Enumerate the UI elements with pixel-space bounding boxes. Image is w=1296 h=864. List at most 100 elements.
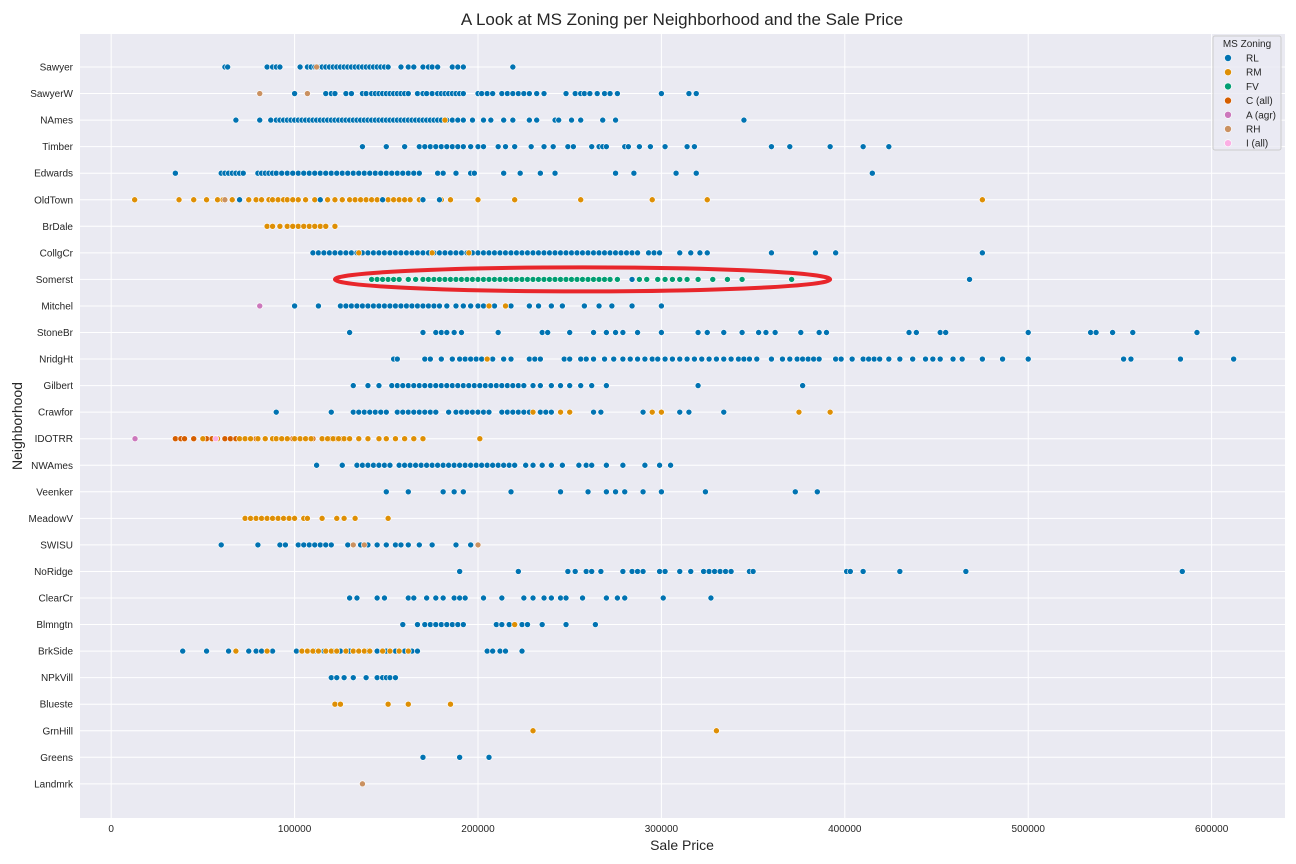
data-point	[445, 461, 452, 469]
data-point	[661, 143, 669, 150]
data-point	[405, 63, 412, 71]
data-point	[498, 382, 506, 389]
data-point	[274, 196, 282, 204]
data-point	[480, 276, 487, 283]
data-point	[487, 382, 495, 389]
data-point	[738, 329, 746, 336]
legend-marker	[1224, 96, 1232, 105]
data-point	[381, 594, 388, 602]
data-point	[432, 143, 440, 150]
data-point	[351, 196, 359, 204]
highlight-ellipse	[332, 265, 833, 294]
data-point	[364, 302, 372, 310]
data-point	[263, 647, 271, 655]
data-point	[373, 647, 381, 655]
data-point	[472, 355, 480, 363]
data-point	[438, 382, 445, 389]
data-point	[456, 594, 463, 602]
data-point	[691, 143, 698, 150]
data-point	[131, 196, 138, 204]
data-point	[337, 302, 344, 310]
data-point	[309, 647, 317, 655]
data-point	[427, 355, 434, 363]
legend-title: MS Zoning	[1223, 39, 1271, 50]
data-point	[581, 302, 588, 310]
data-point	[454, 621, 462, 628]
data-point	[359, 461, 366, 469]
data-point	[540, 249, 548, 257]
data-point	[447, 276, 454, 283]
data-point	[509, 63, 517, 71]
data-point	[318, 435, 326, 443]
data-point	[606, 249, 614, 257]
data-point	[443, 621, 451, 628]
x-tick-label: 200000	[461, 824, 495, 835]
y-tick-label: ClearCr	[39, 594, 74, 605]
data-point	[304, 515, 311, 522]
data-point	[494, 329, 502, 336]
data-point	[489, 355, 496, 363]
data-point	[586, 90, 594, 97]
data-point	[397, 63, 405, 71]
data-point	[480, 408, 487, 416]
data-point	[500, 461, 507, 469]
data-point	[355, 249, 363, 257]
data-point	[467, 302, 474, 310]
data-point	[428, 90, 436, 97]
data-point	[274, 515, 282, 522]
data-point	[804, 355, 812, 363]
data-point	[509, 408, 517, 416]
data-point	[382, 541, 390, 549]
data-point	[346, 196, 353, 204]
y-tick-label: SawyerW	[30, 89, 73, 100]
data-point	[573, 249, 581, 257]
data-point	[366, 408, 374, 416]
data-point	[245, 647, 253, 655]
data-point	[399, 621, 407, 628]
data-point	[349, 541, 357, 549]
data-point	[450, 594, 458, 602]
data-point	[476, 382, 484, 389]
data-point	[355, 647, 363, 655]
data-point	[447, 700, 454, 708]
data-point	[316, 169, 324, 177]
data-point	[393, 408, 401, 416]
data-point	[617, 249, 625, 257]
data-point	[351, 515, 359, 522]
data-point	[1193, 329, 1201, 336]
data-point	[423, 90, 430, 97]
data-point	[491, 249, 498, 257]
data-point	[441, 276, 449, 283]
y-tick-label: StoneBr	[37, 328, 74, 339]
data-point	[540, 143, 548, 150]
legend-entry: RH	[1246, 125, 1260, 136]
data-point	[384, 515, 392, 522]
data-point	[643, 276, 651, 283]
data-point	[474, 143, 482, 150]
data-point	[599, 116, 607, 124]
data-point	[366, 169, 374, 177]
data-point	[419, 435, 427, 443]
data-point	[507, 355, 515, 363]
y-tick-label: BrDale	[42, 222, 73, 233]
data-point	[375, 461, 383, 469]
data-point	[327, 647, 335, 655]
data-point	[447, 196, 454, 204]
data-point	[546, 249, 553, 257]
data-point	[316, 541, 324, 549]
data-point	[645, 249, 652, 257]
data-point	[634, 249, 641, 257]
data-point	[713, 727, 720, 735]
data-point	[709, 276, 717, 283]
data-point	[384, 196, 392, 204]
data-point	[454, 143, 462, 150]
data-point	[381, 249, 388, 257]
data-point	[958, 355, 966, 363]
data-point	[263, 223, 271, 230]
data-point	[241, 515, 249, 522]
data-point	[304, 647, 311, 655]
data-point	[619, 568, 627, 575]
data-point	[511, 461, 518, 469]
data-point	[460, 116, 467, 124]
data-point	[676, 249, 684, 257]
